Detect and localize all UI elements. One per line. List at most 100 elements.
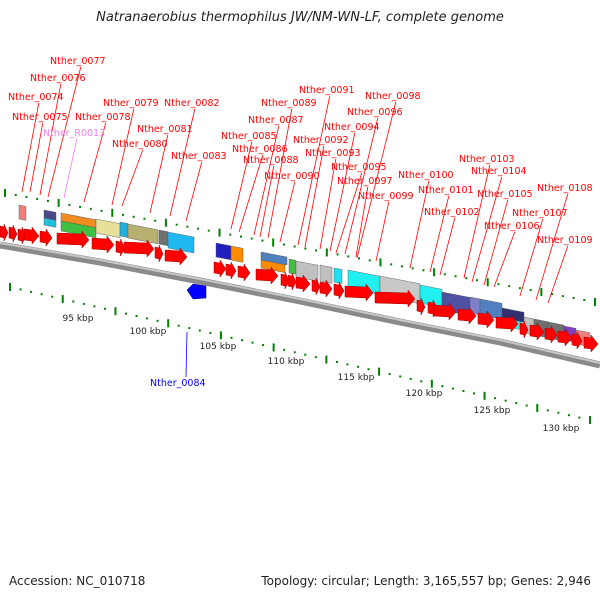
feature-block [127,223,159,245]
cds-arrow [529,322,545,341]
feature-block [18,204,27,221]
cds-arrow [433,302,457,321]
label-leader [439,217,456,276]
gene-label: Nther_0078 [75,112,131,123]
label-leader [238,154,264,233]
feature-block [43,217,57,228]
gene-label: Nther_0102 [424,207,480,218]
scale-label: 100 kbp [130,327,167,337]
gene-label: Nther_0086 [232,144,288,155]
label-leader [149,134,169,214]
cds-arrow [416,297,426,316]
gene-label: Nther_0087 [248,115,304,126]
gene-label: Nther_0106 [484,221,540,232]
gene-label: Nther_0083 [171,151,227,162]
genome-title: Natranaerobius thermophilus JW/NM-WN-LF,… [96,10,504,25]
gene-label: Nther_0098 [365,91,421,102]
label-leader [21,102,40,193]
scale-ticks [4,189,596,424]
scale-label: 110 kbp [268,357,305,367]
gene-label: Nther_0080 [112,139,168,150]
genome-backbone [0,241,600,369]
cds-arrow [319,279,333,298]
gene-label: Nther_0103 [459,154,515,165]
cds-arrow [544,325,558,344]
cds-arrow [237,263,251,282]
feature-block [95,218,121,238]
cds-arrow [571,331,583,350]
label-leader [253,125,280,236]
label-leader [356,101,397,259]
cds-arrow [344,283,374,302]
gene-label: Nther_0108 [537,183,593,194]
scale-label: 130 kbp [543,424,580,434]
cds-arrow [280,271,290,290]
cds-arrow [311,277,321,296]
cds-arrow [56,230,90,249]
label-leader [279,181,296,243]
gene-label: Nther_0092 [293,135,349,146]
cds-arrow [374,289,416,308]
gene-label: Nther_0077 [50,56,106,67]
label-leader [111,108,135,206]
label-leader [304,145,325,248]
gene-label: Nther_0091 [299,85,355,96]
cds-arrow [519,320,529,339]
gene-label: Nther_0105 [477,189,533,200]
gene-label: Nther_0085 [221,131,277,142]
gene-label: Nther_0075 [12,112,68,123]
gene-label: Nther_0089 [261,98,317,109]
feature-block [158,229,169,246]
backbone-highlight [0,242,600,364]
cds-arrow [477,310,495,329]
backbone-ring [0,241,600,369]
gene-label: Nther_0109 [537,235,593,246]
feature-block [230,245,244,263]
gene-label: Nther_0074 [8,92,64,103]
gene-label: Nther_0084 [150,378,206,389]
accession-text: Accession: NC_010718 [9,574,146,588]
label-leader [169,108,196,217]
label-leader [29,122,44,193]
cds-arrow [123,239,155,258]
label-leader [429,195,450,273]
label-leader [355,186,369,258]
cds-arrow [295,274,311,293]
label-leader [39,83,62,196]
label-leader [335,172,363,254]
cds-arrow [225,261,237,280]
label-leader [375,201,390,262]
cds-arrow [91,235,115,254]
labels: 95 kbp 100 kbp 105 kbp 110 kbp 115 kbp 120 kb… [8,56,593,434]
gene-label: Nther_0100 [398,170,454,181]
label-leader [185,331,188,378]
label-leader [83,122,107,203]
label-leader [409,180,430,269]
cds-arrow [495,314,519,333]
cds-arrow [154,244,164,263]
feature-block [288,258,297,275]
gene-label: Nther_0081 [137,124,193,135]
cds-arrow [287,272,297,291]
gene-label: Nther_0093 [305,148,361,159]
feature-block [215,242,232,261]
gene-label: Nther_0079 [103,98,159,109]
cds-arrow [164,247,188,266]
gene-label: Nther_0099 [358,191,414,202]
label-leader [344,117,379,255]
feature-block [333,267,343,284]
gene-label: Nther_0076 [30,73,86,84]
label-leaders [21,66,569,378]
gene-label: Nther_0101 [418,185,474,196]
label-leader [63,138,78,199]
scale-label: 115 kbp [338,373,375,383]
gene-arrows [0,223,599,353]
cds-arrow [255,266,279,285]
label-leader [121,149,144,207]
label-leader [267,108,293,239]
label-leader [319,158,337,250]
gene-label: Nther_0090 [264,171,320,182]
gene-label: Nther_0097 [337,176,393,187]
label-leader [259,165,275,238]
